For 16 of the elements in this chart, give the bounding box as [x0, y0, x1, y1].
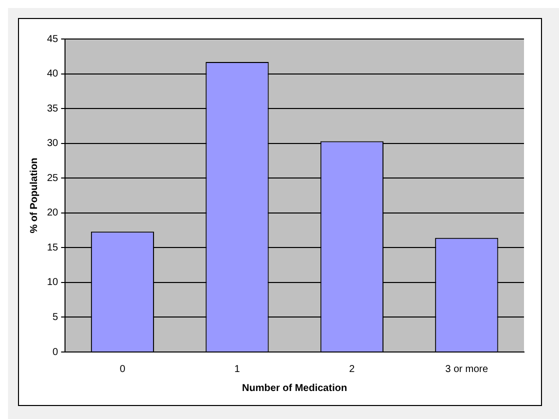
x-axis-title: Number of Medication — [242, 382, 348, 394]
y-tick-label: 25 — [47, 172, 59, 184]
x-tick-label: 2 — [349, 364, 356, 375]
y-tick-label: 40 — [47, 68, 59, 80]
y-tick-label: 35 — [47, 103, 59, 114]
y-tick-label: 45 — [47, 34, 59, 45]
y-tick-label: 0 — [52, 346, 59, 358]
y-tick-label: 15 — [47, 242, 59, 254]
x-tick-label: 1 — [234, 364, 240, 375]
y-tick-label: 30 — [47, 138, 59, 150]
x-tick-label: 0 — [120, 364, 126, 375]
x-tick-label: 3 or more — [445, 364, 488, 375]
y-tick-label: 10 — [47, 277, 59, 288]
y-tick-label: 5 — [52, 312, 59, 323]
y-tick-label: 20 — [47, 208, 59, 219]
y-axis-title: % of Population — [28, 158, 40, 234]
